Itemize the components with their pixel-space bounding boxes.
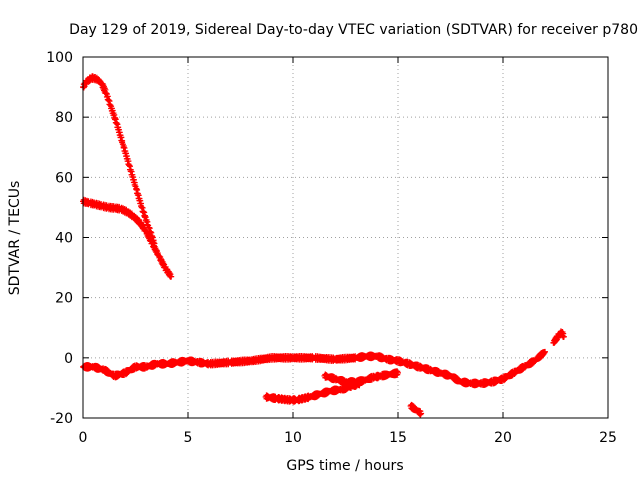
y-tick-label: 80 — [55, 110, 73, 126]
data-point — [542, 348, 548, 355]
y-tick-label: -20 — [50, 411, 73, 427]
x-tick-label: 20 — [494, 430, 512, 446]
data-point — [395, 369, 401, 376]
data-point — [126, 163, 133, 170]
series-track-high — [80, 73, 158, 247]
data-point — [168, 273, 175, 280]
x-axis-label: GPS time / hours — [286, 458, 403, 474]
x-tick-label: 25 — [599, 430, 617, 446]
x-tick-label: 5 — [184, 430, 193, 446]
x-tick-label: 10 — [284, 430, 302, 446]
data-point — [560, 333, 567, 340]
data-point — [144, 218, 151, 225]
data-points — [80, 73, 567, 418]
data-point — [138, 200, 145, 207]
data-point — [141, 209, 148, 216]
data-point — [113, 120, 120, 127]
data-point — [417, 411, 424, 418]
data-point — [121, 144, 128, 151]
data-point — [103, 90, 110, 97]
x-tick-label: 0 — [79, 430, 88, 446]
data-point — [148, 237, 155, 244]
data-point — [107, 102, 114, 109]
series-track-zero — [80, 348, 548, 389]
series-track-short — [407, 401, 425, 418]
y-axis-ticks: -20 0 20 40 60 80 100 — [46, 50, 608, 427]
data-point — [119, 137, 126, 144]
series-track-low-2 — [321, 368, 401, 387]
data-point — [104, 93, 111, 100]
series-track-mid — [80, 196, 175, 280]
y-tick-label: 100 — [46, 50, 73, 66]
data-point — [130, 174, 137, 181]
y-tick-label: 20 — [55, 291, 73, 307]
data-point — [146, 225, 153, 232]
data-point — [146, 233, 153, 240]
data-point — [126, 162, 133, 169]
data-point — [112, 116, 119, 123]
x-tick-label: 15 — [389, 430, 407, 446]
y-tick-label: 40 — [55, 231, 73, 247]
y-tick-label: 0 — [64, 351, 73, 367]
y-tick-label: 60 — [55, 170, 73, 186]
data-point — [118, 134, 125, 141]
data-point — [123, 153, 130, 160]
x-axis-ticks: 0 5 10 15 20 25 — [79, 57, 617, 446]
chart-title: Day 129 of 2019, Sidereal Day-to-day VTE… — [69, 22, 638, 38]
data-point — [140, 208, 147, 215]
data-point — [418, 410, 425, 417]
data-point — [135, 192, 142, 199]
data-point — [541, 349, 548, 356]
y-axis-label: SDTVAR / TECUs — [7, 181, 23, 296]
data-point — [160, 260, 167, 267]
series-track-upturn — [550, 328, 567, 346]
